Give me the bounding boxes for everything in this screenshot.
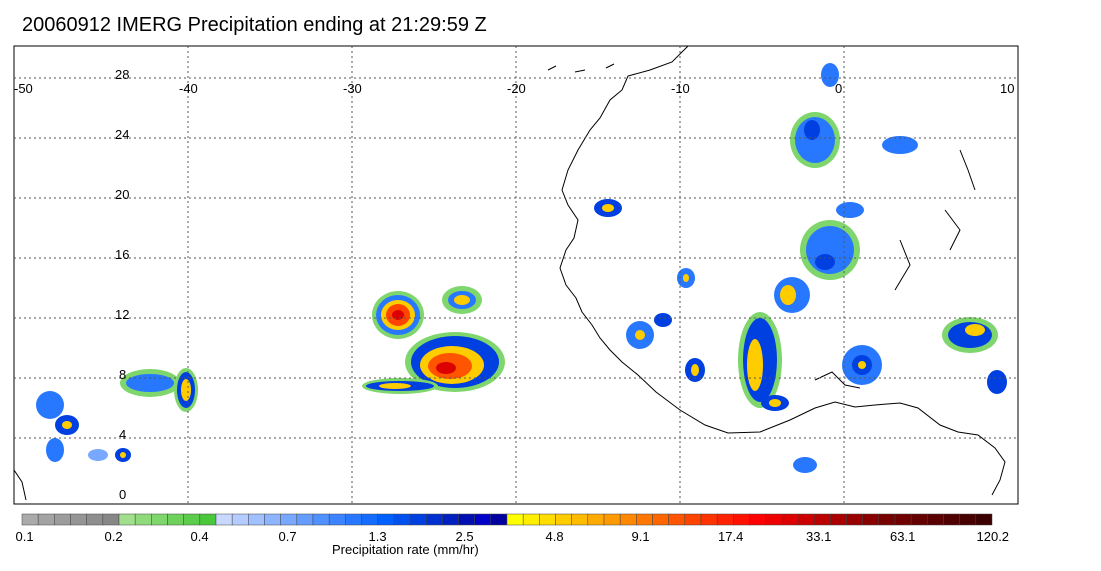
colorbar-tick-label: 1.3 <box>368 529 387 544</box>
longitude-label: -40 <box>179 81 198 96</box>
colorbar-cell <box>167 513 184 526</box>
colorbar-cell <box>474 513 492 526</box>
colorbar-cell <box>151 513 168 526</box>
colorbar-cell <box>280 513 298 526</box>
colorbar <box>21 513 993 526</box>
longitude-label: -30 <box>343 81 362 96</box>
colorbar-cell <box>587 513 605 526</box>
colorbar-cell <box>975 513 993 526</box>
latitude-label: 28 <box>115 67 130 82</box>
colorbar-cell <box>668 513 686 526</box>
colorbar-label: Precipitation rate (mm/hr) <box>332 542 479 557</box>
colorbar-cell <box>199 513 217 526</box>
graticule <box>14 46 1018 504</box>
colorbar-cell <box>813 513 831 526</box>
colorbar-cell <box>910 513 928 526</box>
latitude-label: 0 <box>119 487 127 502</box>
colorbar-cell <box>619 513 637 526</box>
colorbar-tick-label: 2.5 <box>455 529 474 544</box>
colorbar-cell <box>409 513 427 526</box>
colorbar-cell <box>442 513 459 526</box>
colorbar-tick-label: 0.2 <box>104 529 123 544</box>
colorbar-cell <box>749 513 766 526</box>
colorbar-cell <box>846 513 863 526</box>
colorbar-cell <box>312 513 330 526</box>
colorbar-cell <box>490 513 508 526</box>
colorbar-cell <box>700 513 718 526</box>
longitude-label: -20 <box>507 81 526 96</box>
colorbar-tick-label: 0.4 <box>190 529 209 544</box>
colorbar-cell <box>733 513 750 526</box>
colorbar-cell <box>781 513 799 526</box>
colorbar-cell <box>328 513 346 526</box>
colorbar-cell <box>264 513 281 526</box>
colorbar-tick-label: 120.2 <box>976 529 1010 544</box>
colorbar-cell <box>458 513 475 526</box>
colorbar-cell <box>878 513 896 526</box>
colorbar-tick-label: 4.8 <box>545 529 564 544</box>
colorbar-tick-label: 63.1 <box>890 529 916 544</box>
colorbar-tick-label: 0.7 <box>278 529 297 544</box>
coastline <box>13 45 1006 501</box>
colorbar-cell <box>54 513 71 526</box>
colorbar-cell <box>361 513 378 526</box>
latitude-label: 16 <box>115 247 130 262</box>
colorbar-tick-label: 17.4 <box>718 529 744 544</box>
latitude-label: 24 <box>115 127 130 142</box>
colorbar-cell <box>603 513 621 526</box>
colorbar-cell <box>183 513 201 526</box>
colorbar-cell <box>425 513 443 526</box>
latitude-label: 4 <box>119 427 127 442</box>
longitude-label: -50 <box>14 81 33 96</box>
longitude-label: 10 <box>1000 81 1015 96</box>
colorbar-cell <box>21 513 39 526</box>
colorbar-cell <box>765 513 783 526</box>
plot-frame <box>13 45 1019 505</box>
colorbar-cell <box>862 513 880 526</box>
colorbar-cell <box>345 513 362 526</box>
colorbar-cell <box>571 513 589 526</box>
colorbar-cell <box>652 513 669 526</box>
colorbar-cell <box>830 513 847 526</box>
latitude-label: 20 <box>115 187 130 202</box>
precipitation-cells <box>36 63 1007 473</box>
longitude-label: -10 <box>671 81 690 96</box>
latitude-label: 8 <box>119 367 127 382</box>
colorbar-tick-label: 9.1 <box>631 529 650 544</box>
colorbar-cell <box>636 513 653 526</box>
colorbar-cell <box>134 513 152 526</box>
colorbar-cell <box>215 513 233 526</box>
colorbar-cell <box>296 513 314 526</box>
longitude-label: 0 <box>835 81 843 96</box>
colorbar-cell <box>231 513 249 526</box>
colorbar-cell <box>248 513 265 526</box>
colorbar-cell <box>959 513 977 526</box>
colorbar-cell <box>797 513 815 526</box>
map-title: 20060912 IMERG Precipitation ending at 2… <box>22 14 487 36</box>
colorbar-cell <box>927 513 944 526</box>
colorbar-tick-label: 33.1 <box>806 529 832 544</box>
colorbar-cell <box>37 513 55 526</box>
colorbar-cell <box>943 513 960 526</box>
colorbar-cell <box>70 513 87 526</box>
colorbar-cell <box>522 513 540 526</box>
colorbar-cell <box>894 513 912 526</box>
colorbar-tick-label: 0.1 <box>15 529 34 544</box>
colorbar-cell <box>716 513 734 526</box>
colorbar-cell <box>539 513 556 526</box>
colorbar-cell <box>393 513 411 526</box>
colorbar-cell <box>86 513 104 526</box>
latitude-label: 12 <box>115 307 130 322</box>
colorbar-cell <box>506 513 524 526</box>
colorbar-cell <box>377 513 395 526</box>
colorbar-cell <box>102 513 120 526</box>
colorbar-cell <box>555 513 572 526</box>
colorbar-cell <box>118 513 136 526</box>
colorbar-cell <box>684 513 702 526</box>
